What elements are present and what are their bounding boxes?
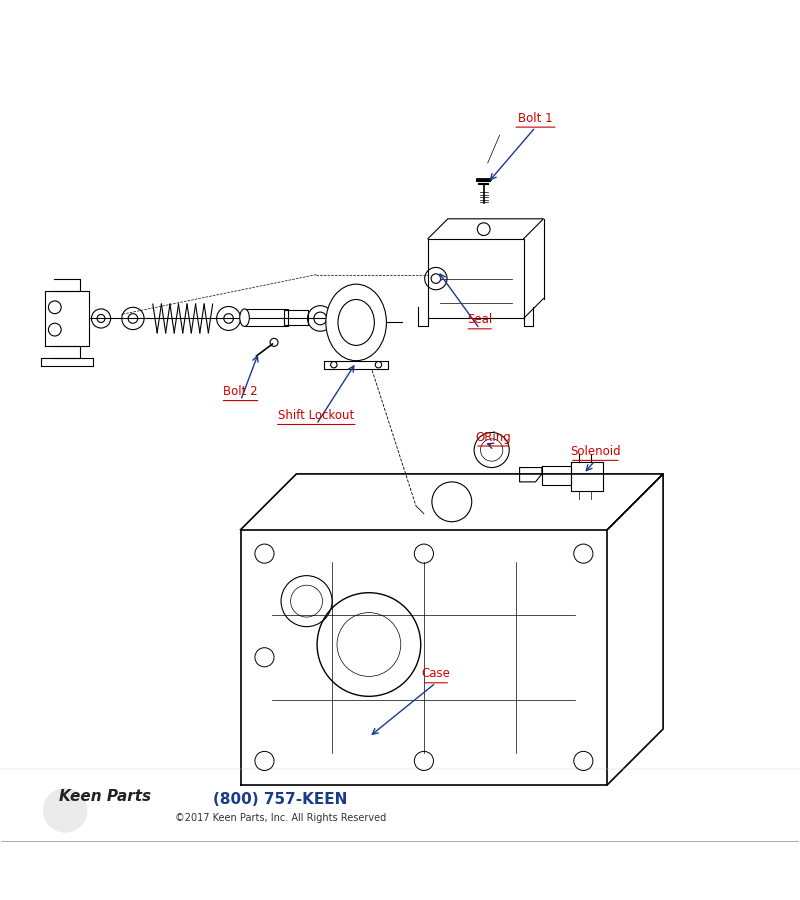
Circle shape <box>43 788 87 832</box>
Text: Bolt 1: Bolt 1 <box>518 112 553 125</box>
Text: (800) 757-KEEN: (800) 757-KEEN <box>214 792 348 806</box>
Ellipse shape <box>240 309 250 327</box>
Bar <box>245 309 288 327</box>
Text: Shift Lockout: Shift Lockout <box>278 410 354 422</box>
Bar <box>285 310 308 325</box>
Text: Solenoid: Solenoid <box>570 445 621 458</box>
Text: ©2017 Keen Parts, Inc. All Rights Reserved: ©2017 Keen Parts, Inc. All Rights Reserv… <box>174 814 386 824</box>
Ellipse shape <box>338 300 374 346</box>
Text: Case: Case <box>422 668 450 680</box>
Text: Seal: Seal <box>467 313 492 327</box>
Text: ORing: ORing <box>475 430 511 444</box>
Text: Bolt 2: Bolt 2 <box>223 385 258 398</box>
Ellipse shape <box>326 284 386 361</box>
Text: Keen Parts: Keen Parts <box>59 789 151 805</box>
